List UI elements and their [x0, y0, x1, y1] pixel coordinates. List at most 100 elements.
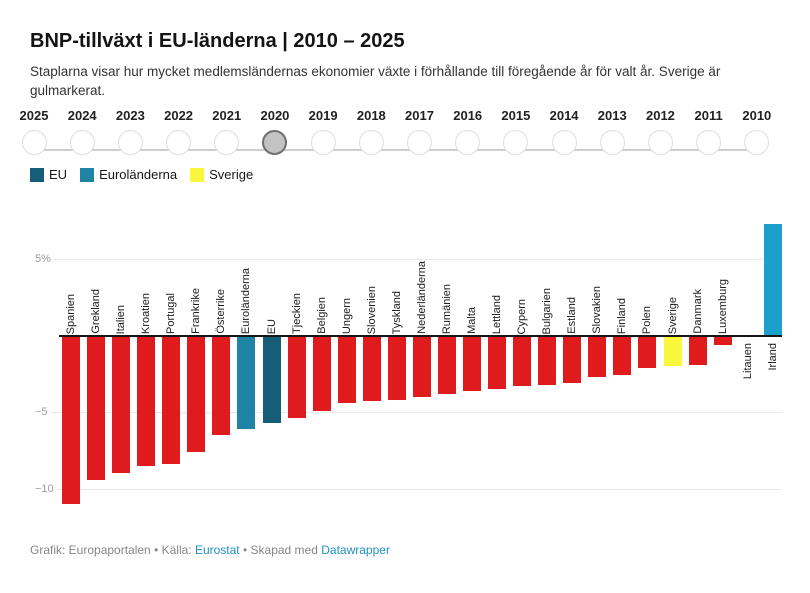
- bar-label-euroländerna: Euroländerna: [240, 267, 253, 334]
- bar-euroländerna[interactable]: [237, 337, 256, 429]
- year-label: 2017: [405, 108, 434, 123]
- year-label: 2012: [645, 108, 675, 123]
- timeline-year-item: 2024: [68, 108, 97, 155]
- year-circle-2018[interactable]: [358, 130, 384, 155]
- bar-sverige[interactable]: [663, 337, 682, 367]
- bar-label-lettland: Lettland: [491, 294, 504, 334]
- timeline-year-item: 2022: [164, 108, 194, 155]
- bar-slot: Polen: [638, 220, 657, 535]
- timeline-year-item: 2016: [453, 108, 482, 155]
- bar-label-tyskland: Tyskland: [390, 290, 403, 334]
- bar-belgien[interactable]: [312, 337, 331, 411]
- year-circle-2012[interactable]: [647, 130, 673, 155]
- bar-slot: Nederländerna: [412, 220, 431, 535]
- bar-estland[interactable]: [563, 337, 582, 383]
- year-circle-2014[interactable]: [551, 130, 577, 155]
- bar-label-portugal: Portugal: [165, 293, 178, 334]
- gridline-5: [53, 259, 782, 260]
- year-circle-2013[interactable]: [599, 130, 625, 155]
- bar-bulgarien[interactable]: [538, 337, 557, 385]
- gridline-row-neg5: −5: [35, 407, 782, 418]
- year-circle-2025[interactable]: [21, 130, 47, 155]
- year-label: 2020: [260, 108, 290, 123]
- bar-slot: Slovenien: [362, 220, 381, 535]
- source-link[interactable]: Eurostat: [194, 543, 240, 557]
- bar-ungern[interactable]: [337, 337, 356, 403]
- legend-label: Euroländerna: [99, 167, 178, 182]
- zero-axis-line: [59, 335, 782, 337]
- bar-slot: Sverige: [663, 220, 682, 535]
- bar-tyskland[interactable]: [387, 337, 406, 400]
- year-circle-2020[interactable]: [262, 130, 288, 155]
- bar-slot: Tjeckien: [287, 220, 306, 535]
- bar-label-slovakien: Slovakien: [591, 286, 604, 334]
- bar-slovenien[interactable]: [362, 337, 381, 402]
- bar-slot: Grekland: [87, 220, 106, 535]
- bar-österrike[interactable]: [212, 337, 231, 436]
- bar-finland[interactable]: [613, 337, 632, 376]
- bar-grekland[interactable]: [87, 337, 106, 480]
- bar-luxemburg[interactable]: [713, 337, 732, 345]
- year-circle-2015[interactable]: [503, 130, 529, 155]
- bar-slot: Estland: [563, 220, 582, 535]
- year-circle-2011[interactable]: [696, 130, 722, 155]
- bar-label-malta: Malta: [466, 307, 478, 334]
- bar-irland[interactable]: [763, 224, 782, 336]
- bar-label-frankrike: Frankrike: [190, 288, 203, 334]
- bar-lettland[interactable]: [488, 337, 507, 390]
- bar-label-cypern: Cypern: [516, 298, 529, 334]
- year-label: 2021: [212, 108, 242, 123]
- year-circle-2016[interactable]: [455, 130, 481, 155]
- year-circle-2022[interactable]: [166, 130, 192, 155]
- year-circle-2019[interactable]: [310, 130, 336, 155]
- timeline-year-item: 2021: [212, 108, 242, 155]
- bar-slot: Cypern: [513, 220, 532, 535]
- bar-polen[interactable]: [638, 337, 657, 368]
- bar-tjeckien[interactable]: [287, 337, 306, 419]
- year-circle-2021[interactable]: [214, 130, 240, 155]
- bar-label-sverige: Sverige: [666, 296, 679, 334]
- bar-slot: Belgien: [312, 220, 331, 535]
- timeline-year-item: 2020: [260, 108, 290, 155]
- year-timeline: 2025 2024 2023 2022 2021 2020 2019 2018 2017 2016…: [19, 108, 771, 158]
- tool-link[interactable]: Datawrapper: [321, 543, 390, 557]
- year-label: 2011: [694, 108, 723, 123]
- bar-label-danmark: Danmark: [691, 289, 704, 334]
- bar-slot: Tyskland: [387, 220, 406, 535]
- bar-nederländerna[interactable]: [412, 337, 431, 397]
- bar-spanien[interactable]: [62, 337, 80, 505]
- timeline-year-item: 2019: [308, 108, 338, 155]
- bar-slot: Slovakien: [588, 220, 607, 535]
- bar-rumänien[interactable]: [437, 337, 456, 394]
- bar-cypern[interactable]: [513, 337, 532, 387]
- year-circle-2023[interactable]: [117, 130, 143, 155]
- bar-kroatien[interactable]: [137, 337, 156, 466]
- gridline-neg5: [50, 412, 782, 413]
- page-subtitle: Staplarna visar hur mycket medlemsländer…: [30, 64, 721, 99]
- year-circle-2010[interactable]: [744, 130, 770, 155]
- year-label: 2019: [308, 108, 338, 123]
- bar-eu[interactable]: [262, 337, 281, 423]
- gridline-row-5: 5%: [35, 254, 782, 265]
- year-circle-2024[interactable]: [69, 130, 95, 155]
- bar-chart: 5% −5 −10 Spanien Grekland Italien Kroatien…: [30, 220, 782, 535]
- bar-label-estland: Estland: [566, 297, 579, 334]
- bar-label-nederländerna: Nederländerna: [415, 261, 428, 334]
- bar-frankrike[interactable]: [187, 337, 206, 452]
- bar-label-finland: Finland: [616, 297, 629, 334]
- bar-label-italien: Italien: [115, 304, 128, 334]
- bar-danmark[interactable]: [688, 337, 707, 365]
- ytick-label-neg5: −5: [35, 406, 48, 418]
- year-label: 2025: [19, 108, 49, 123]
- page-title: BNP-tillväxt i EU-länderna | 2010 – 2025: [30, 30, 405, 52]
- bar-italien[interactable]: [112, 337, 131, 474]
- year-label: 2015: [501, 108, 531, 123]
- year-label: 2022: [164, 108, 194, 123]
- timeline-year-item: 2023: [116, 108, 145, 155]
- bar-portugal[interactable]: [162, 337, 181, 465]
- year-circle-2017[interactable]: [407, 130, 432, 155]
- bar-slovakien[interactable]: [588, 337, 607, 377]
- bar-label-rumänien: Rumänien: [440, 283, 453, 334]
- bar-malta[interactable]: [463, 337, 481, 391]
